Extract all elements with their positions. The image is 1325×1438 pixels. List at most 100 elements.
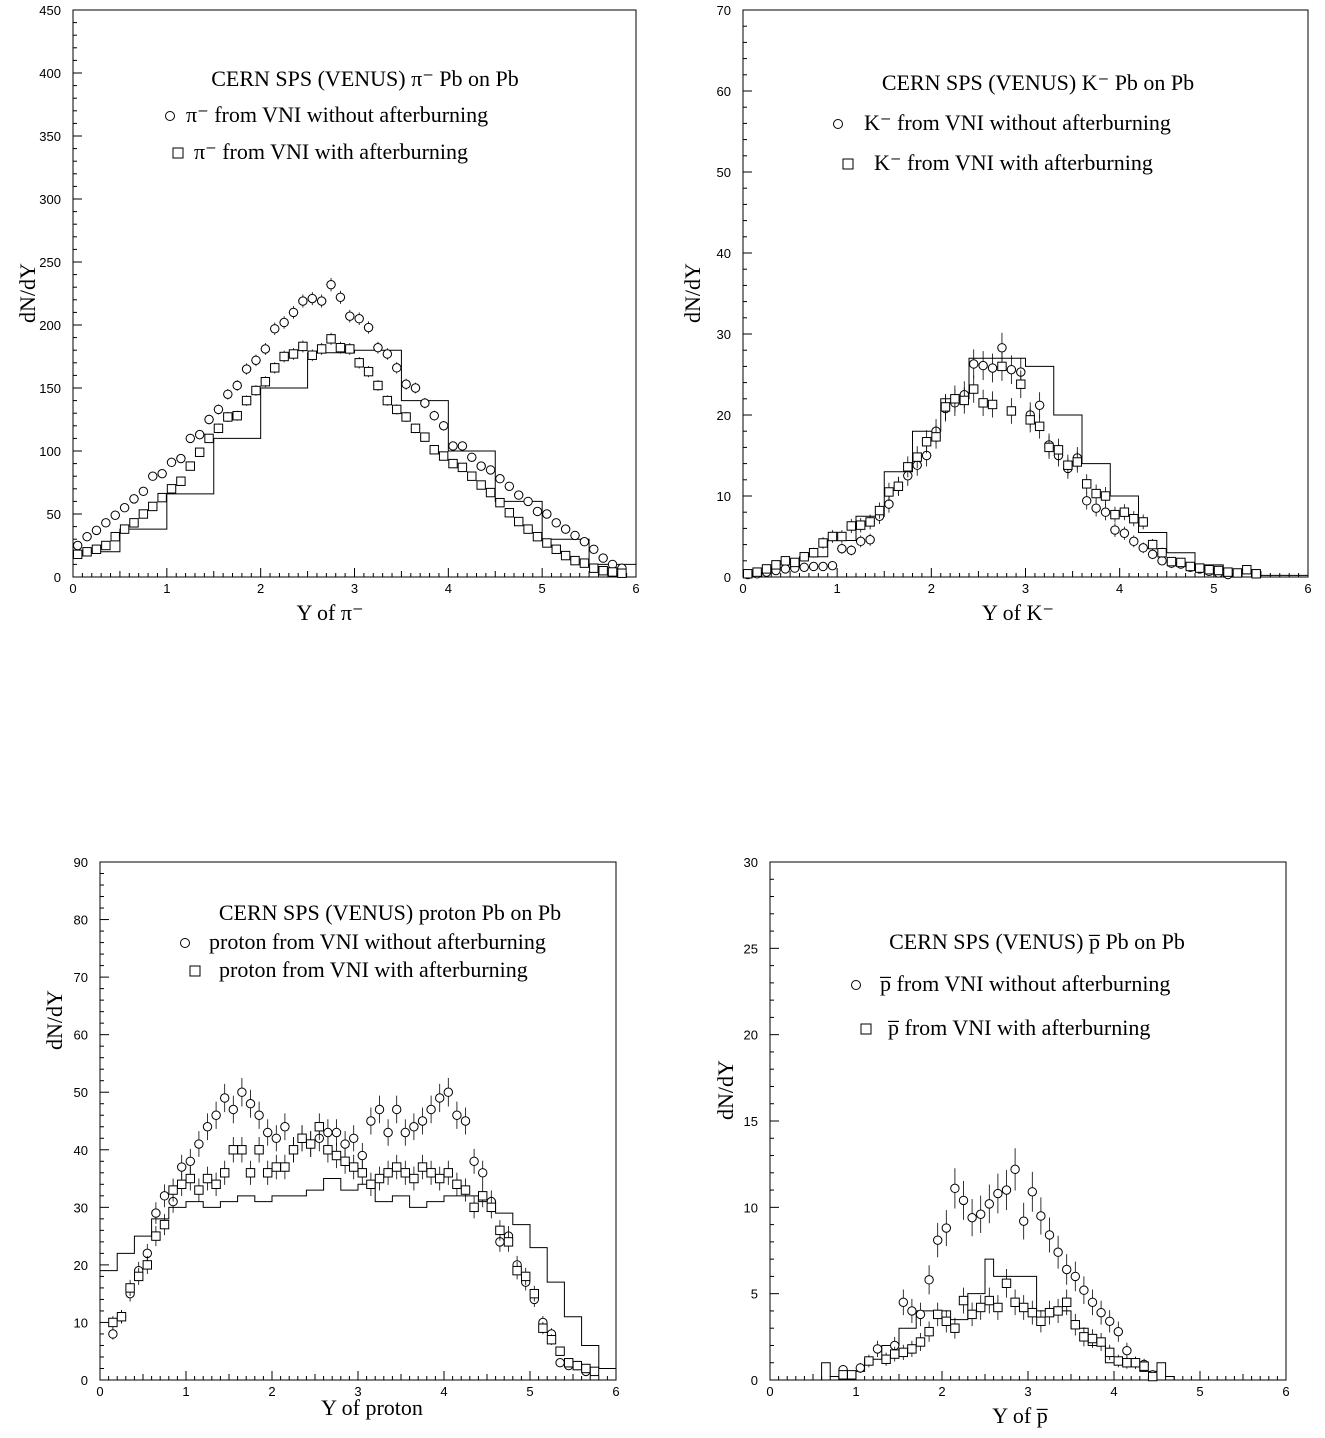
- data-point-square: [1096, 1337, 1106, 1347]
- data-point-circle: [478, 1168, 488, 1178]
- data-point-square: [185, 1173, 196, 1184]
- y-tick-label: 50: [47, 507, 61, 522]
- data-point-circle: [1027, 1187, 1038, 1197]
- data-point-circle: [323, 1127, 333, 1138]
- data-point-circle: [194, 1139, 204, 1149]
- data-point-square: [893, 481, 904, 491]
- data-point-circle: [1100, 507, 1111, 517]
- data-point-square: [251, 385, 261, 396]
- x-tick-label: 6: [1282, 1384, 1289, 1399]
- data-point-circle: [202, 1122, 213, 1132]
- data-point-square: [1139, 1361, 1149, 1371]
- data-point-square: [495, 497, 505, 508]
- data-point-circle: [185, 433, 195, 444]
- legend-label: p̅ from VNI without afterburning: [879, 971, 1170, 996]
- x-tick-label: 3: [351, 581, 358, 596]
- data-point-circle: [279, 317, 289, 328]
- x-tick-label: 3: [1024, 1384, 1031, 1399]
- data-point-circle: [818, 561, 828, 572]
- y-axis-title: dN/dY: [713, 1060, 738, 1120]
- legend-marker-square: [172, 147, 184, 159]
- data-point-circle: [119, 503, 130, 513]
- x-axis-title: Y of proton: [321, 1395, 423, 1420]
- data-point-circle: [349, 1133, 359, 1143]
- data-point-circle: [392, 363, 402, 373]
- data-point-square: [194, 447, 205, 457]
- data-point-square: [340, 1156, 350, 1166]
- data-point-circle: [108, 1329, 118, 1339]
- data-point-square: [270, 363, 280, 373]
- data-point-circle: [263, 1127, 273, 1138]
- data-point-circle: [997, 343, 1007, 353]
- y-tick-label: 100: [39, 444, 61, 459]
- data-point-square: [129, 518, 139, 528]
- data-point-square: [159, 1219, 170, 1230]
- data-point-square: [1223, 567, 1233, 577]
- data-point-square: [1027, 1307, 1037, 1318]
- data-point-square: [1034, 421, 1045, 432]
- data-point-circle: [176, 453, 186, 464]
- data-point-square: [838, 1370, 848, 1380]
- chart-panel-4: 0 1 2 3 4 5 6 0 5 10 15 20 25 30 Y of p̅ dN/dY CERN SPS …: [713, 855, 1290, 1428]
- data-point-circle: [429, 411, 439, 421]
- data-point-square: [335, 342, 346, 353]
- data-point-circle: [915, 1309, 926, 1320]
- data-point-square: [1204, 565, 1214, 575]
- data-point-circle: [307, 293, 317, 304]
- x-tick-label: 5: [1196, 1384, 1203, 1399]
- y-tick-label: 50: [717, 165, 731, 180]
- data-point-circle: [1113, 1326, 1124, 1337]
- data-point-circle: [138, 486, 149, 497]
- data-point-circle: [1147, 549, 1158, 560]
- chart-title: CERN SPS (VENUS) proton Pb on Pb: [219, 900, 561, 925]
- data-point-circle: [204, 414, 214, 425]
- y-tick-label: 350: [39, 129, 61, 144]
- data-point-square: [865, 517, 875, 527]
- data-point-circle: [941, 1223, 951, 1233]
- data-point-circle: [151, 1208, 161, 1218]
- data-point-square: [523, 524, 533, 534]
- data-point-circle: [969, 359, 979, 369]
- data-point-square: [101, 540, 111, 551]
- data-point-square: [426, 1168, 436, 1178]
- data-point-square: [72, 549, 83, 560]
- data-point-square: [366, 1179, 376, 1190]
- data-point-square: [799, 552, 809, 562]
- y-tick-label: 20: [744, 1028, 758, 1043]
- data-point-circle: [410, 383, 421, 393]
- data-point-square: [116, 1311, 127, 1322]
- data-point-circle: [551, 518, 561, 528]
- x-tick-label: 3: [354, 1384, 361, 1399]
- data-point-square: [476, 480, 486, 490]
- data-point-square: [392, 404, 402, 415]
- data-point-square: [538, 1323, 548, 1333]
- data-point-square: [837, 531, 847, 542]
- data-point-square: [912, 452, 922, 462]
- series-square: [838, 1269, 1158, 1382]
- data-point-circle: [326, 279, 336, 290]
- data-point-square: [1251, 569, 1261, 579]
- data-point-circle: [148, 471, 158, 481]
- data-point-circle: [316, 296, 327, 306]
- y-axis-title: dN/dY: [15, 263, 40, 323]
- y-axis-title: dN/dY: [42, 990, 67, 1050]
- data-point-square: [420, 432, 430, 442]
- data-point-square: [223, 412, 233, 422]
- data-point-circle: [401, 379, 411, 389]
- legend-label: K⁻ from VNI with afterburning: [874, 150, 1153, 175]
- data-point-square: [288, 349, 299, 359]
- data-point-square: [443, 1168, 454, 1178]
- data-point-circle: [420, 398, 430, 408]
- data-point-circle: [1129, 536, 1139, 547]
- data-point-square: [551, 544, 561, 554]
- data-point-square: [1110, 509, 1120, 520]
- data-point-square: [263, 1168, 273, 1178]
- data-point-square: [1100, 491, 1111, 501]
- data-point-circle: [1082, 496, 1092, 506]
- data-point-square: [1070, 1320, 1080, 1330]
- data-point-circle: [1138, 543, 1148, 553]
- data-point-square: [486, 1202, 497, 1213]
- data-point-square: [82, 547, 92, 557]
- data-point-circle: [251, 355, 261, 365]
- data-point-square: [400, 1168, 411, 1178]
